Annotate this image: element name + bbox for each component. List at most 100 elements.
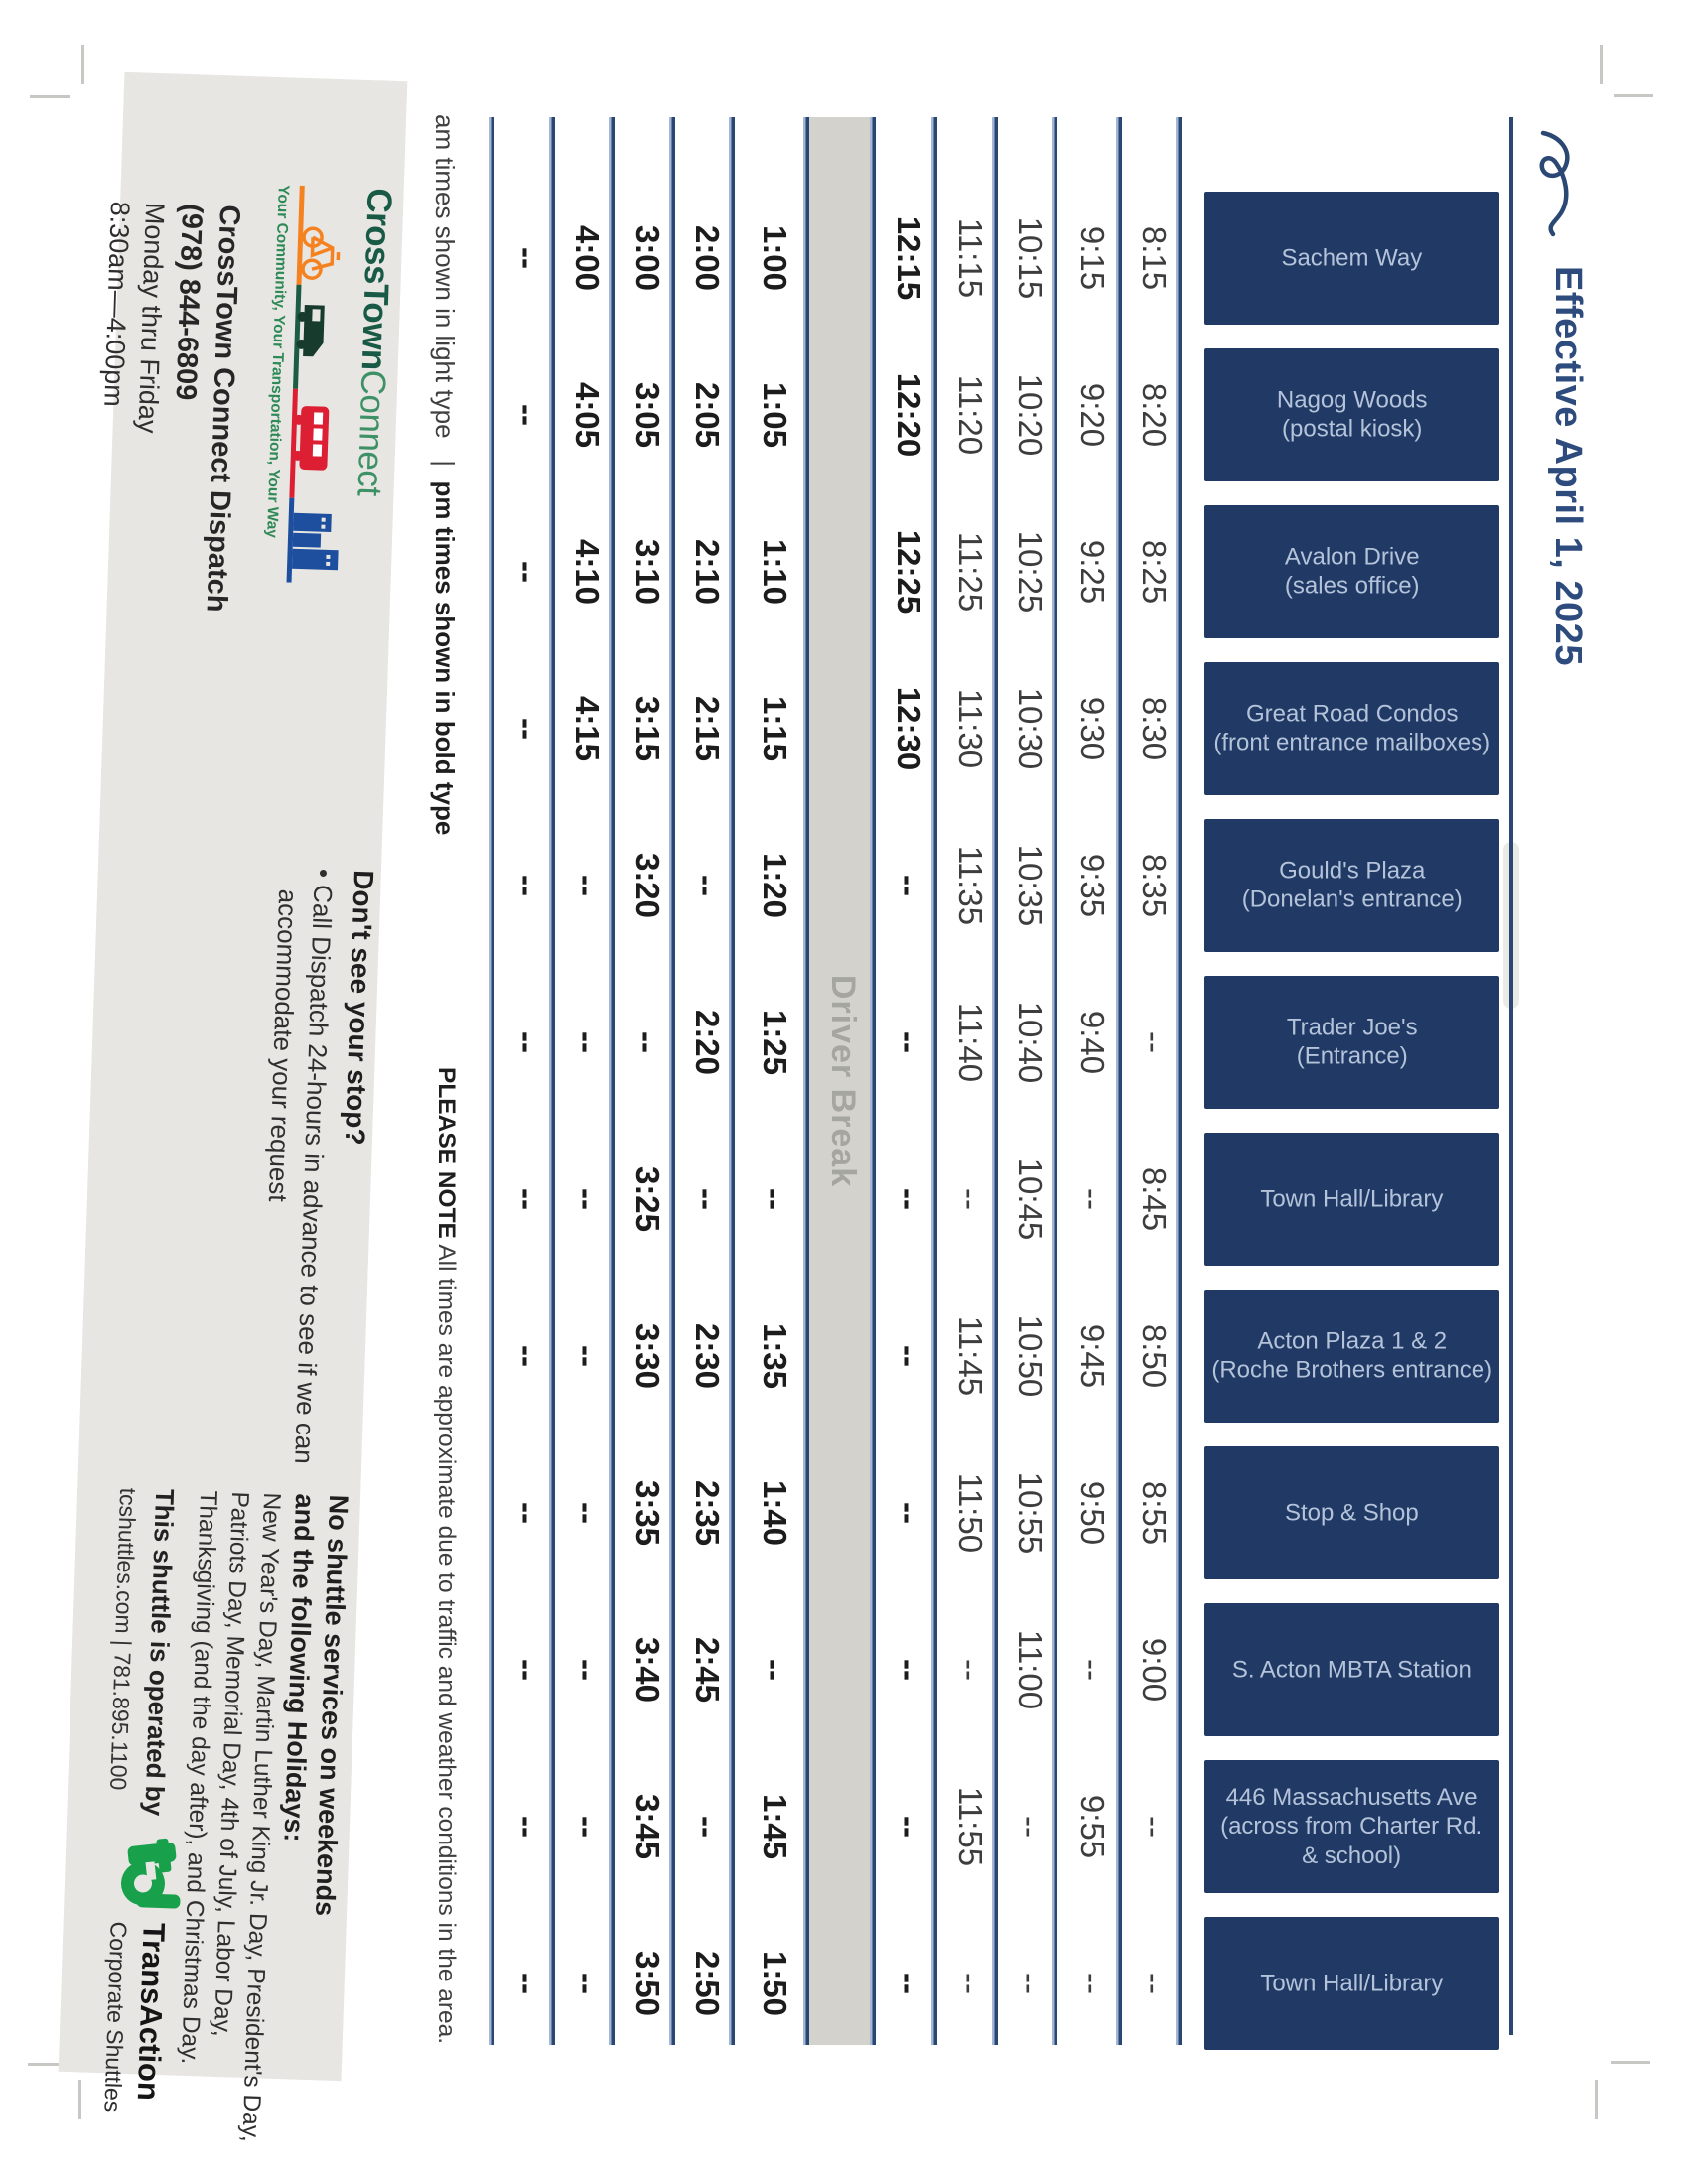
transaction-brand: TransAction (130, 1922, 172, 2102)
trip-separator-line (489, 117, 494, 2045)
time-cell: 12:20 (891, 372, 927, 458)
time-cell: 3:35 (630, 1479, 666, 1547)
stop-name-line: Avalon Drive (1284, 543, 1420, 571)
trip-separator-line (669, 117, 675, 2045)
time-cell: -- (569, 1659, 606, 1681)
am-note: am times shown in light type (430, 114, 460, 439)
time-cell: 10:25 (1012, 530, 1049, 614)
stop-name-line: Town Hall/Library (1260, 1185, 1444, 1213)
time-cell: -- (891, 1502, 927, 1524)
wordmark-connect: Connect (350, 369, 393, 497)
time-cell: -- (569, 1031, 606, 1053)
time-cell: 2:35 (689, 1479, 726, 1547)
bus-icon (292, 406, 330, 471)
time-cell: 8:25 (1136, 539, 1173, 605)
time-cell: 9:35 (1074, 853, 1111, 918)
time-cell: 9:25 (1074, 539, 1111, 605)
operator-block: This shuttle is operated by tcshuttles.c… (103, 1487, 180, 1816)
stop-header: Great Road Condos (front entrance mailbox… (1204, 662, 1499, 795)
time-cell: -- (1012, 1816, 1049, 1838)
stop-header-label: S. Acton MBTA Station (1209, 1655, 1495, 1684)
time-cell: -- (1074, 1973, 1111, 1994)
time-cell: 3:50 (630, 1950, 666, 2017)
time-cell: 9:40 (1074, 1010, 1111, 1075)
time-cell: -- (757, 1188, 793, 1210)
time-cell: 9:15 (1074, 225, 1111, 291)
time-cell: 9:50 (1074, 1480, 1111, 1546)
dispatch-contact-block: CrossTown Connect Dispatch (978) 844-680… (89, 201, 248, 613)
time-cell: 10:45 (1012, 1158, 1049, 1241)
time-cell: 2:00 (689, 224, 726, 292)
stop-name-line: (sales office) (1284, 573, 1420, 600)
time-cell: 1:35 (757, 1322, 793, 1390)
time-cell: 11:25 (952, 531, 989, 613)
time-cell: -- (509, 404, 546, 426)
stop-header: Nagog Woods (postal kiosk) (1204, 348, 1499, 481)
time-cell: -- (1136, 1973, 1173, 1994)
time-cell: -- (689, 1816, 726, 1838)
stop-header: Sachem Way (1204, 192, 1499, 325)
time-cell: 12:30 (891, 686, 927, 771)
stop-name-line: & school) (1302, 1842, 1402, 1869)
info-band: CrossTownConnect (58, 71, 408, 2142)
transaction-logo-icon (120, 1838, 181, 1909)
time-cell: 10:30 (1012, 687, 1049, 770)
time-cell: -- (569, 1973, 606, 1994)
stop-header-label: Avalon Drive (sales office) (1209, 543, 1495, 602)
stop-header-label: Town Hall/Library (1209, 1184, 1495, 1213)
stop-name-line: Nagog Woods (1276, 386, 1428, 414)
time-cell: 10:40 (1012, 1001, 1049, 1084)
trip-separator-line (803, 117, 809, 2045)
time-cell: 2:50 (689, 1950, 726, 2017)
time-cell: 11:45 (952, 1315, 989, 1397)
time-cell: -- (757, 1659, 793, 1681)
trip-separator-line (870, 117, 876, 2045)
time-cell: 11:50 (952, 1472, 989, 1554)
time-cell: 12:15 (891, 215, 927, 301)
time-cell: -- (569, 1816, 606, 1838)
stop-header: Trader Joe's (Entrance) (1204, 976, 1499, 1109)
stop-name-line: (Entrance) (1296, 1043, 1408, 1070)
time-cell: 11:55 (952, 1786, 989, 1867)
time-cell: -- (509, 718, 546, 740)
time-cell: 3:45 (630, 1793, 666, 1860)
holiday-notice-block: No shuttle services on weekends and the … (170, 1490, 354, 2145)
time-cell: 11:15 (952, 217, 989, 299)
stop-header: Stop & Shop (1204, 1446, 1499, 1579)
time-cell: 3:30 (630, 1322, 666, 1390)
time-cell: -- (891, 1816, 927, 1838)
time-cell: 3:00 (630, 224, 666, 292)
time-cell: -- (1074, 1188, 1111, 1210)
time-cell: -- (509, 1031, 546, 1053)
stop-header-label: Trader Joe's (Entrance) (1209, 1014, 1495, 1072)
time-cell: 1:45 (757, 1793, 793, 1860)
stop-header-label: Stop & Shop (1209, 1498, 1495, 1527)
stop-name-line: (across from Charter Rd. (1220, 1813, 1483, 1841)
time-cell: 2:15 (689, 695, 726, 762)
stop-header: Town Hall/Library (1204, 1917, 1499, 2050)
time-cell: -- (1074, 1659, 1111, 1681)
time-cell: -- (891, 1188, 927, 1210)
time-cell: 2:05 (689, 381, 726, 449)
stop-name-line: (postal kiosk) (1281, 416, 1423, 443)
time-cell: 3:05 (630, 381, 666, 449)
time-cell: 12:25 (891, 529, 927, 614)
trip-separator-line (931, 117, 937, 2045)
time-cell: 3:10 (630, 538, 666, 606)
time-cell: -- (509, 1345, 546, 1367)
please-note-text: All times are approximate due to traffic… (433, 1238, 460, 2045)
time-cell: 11:40 (952, 1002, 989, 1083)
stop-name-line: Acton Plaza 1 & 2 (1257, 1327, 1447, 1355)
stop-header-label: Nagog Woods (postal kiosk) (1209, 386, 1495, 445)
stop-name-line: Town Hall/Library (1260, 1970, 1444, 1997)
time-cell: -- (509, 875, 546, 896)
trip-separator-line (992, 117, 998, 2045)
time-cell: 2:20 (689, 1009, 726, 1076)
trip-separator-line (729, 117, 735, 2045)
time-cell: -- (509, 247, 546, 269)
transport-modes-icon (286, 185, 341, 583)
stop-header-label: Gould's Plaza (Donelan's entrance) (1209, 857, 1495, 915)
time-cell: 1:50 (757, 1950, 793, 2017)
time-cell: -- (569, 1345, 606, 1367)
swoosh-logo-icon (1539, 130, 1570, 237)
